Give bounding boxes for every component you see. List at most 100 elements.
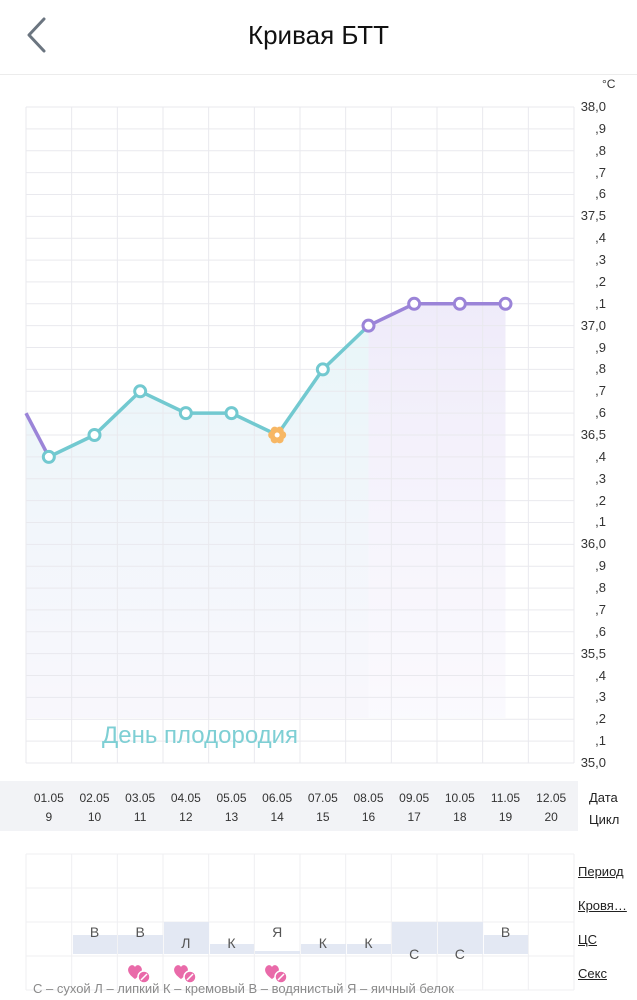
y-tick-label: ,7 [595, 601, 606, 617]
y-tick-label: ,3 [595, 470, 606, 486]
y-tick-label: ,2 [595, 492, 606, 508]
data-point[interactable] [361, 318, 376, 333]
date-label: 08.05 [353, 791, 384, 805]
y-tick-label: ,8 [595, 361, 606, 377]
unit-label: °C [602, 77, 616, 91]
cs-bar[interactable] [118, 934, 163, 954]
heart-pill-icon[interactable] [172, 962, 198, 984]
cs-row-link[interactable]: ЦС [578, 932, 598, 947]
cs-legend: С – сухой Л – липкий К – кремовый В – во… [33, 981, 455, 996]
cs-bar[interactable] [164, 922, 209, 954]
date-label: 01.05 [33, 791, 64, 805]
cycle-day-label: 16 [361, 810, 376, 824]
cs-value: К [227, 935, 236, 951]
y-tick-label: ,4 [595, 230, 606, 246]
date-label: 02.05 [79, 791, 110, 805]
y-tick-label: ,6 [595, 186, 606, 202]
cs-bar[interactable] [209, 944, 255, 954]
bleeding-row-link[interactable]: Кровя… [578, 898, 627, 913]
y-tick-label: ,2 [595, 273, 606, 289]
y-tick-label: ,1 [595, 514, 606, 530]
y-tick-label: ,8 [595, 142, 606, 158]
y-tick-label: ,4 [595, 448, 606, 464]
cycle-day-label: 11 [133, 810, 147, 824]
date-label: 03.05 [125, 791, 156, 805]
y-tick-label: 35,5 [580, 645, 606, 661]
date-axis: 01.05 9 02.05 10 03.05 11 04.05 12 05.05 13 06.05 1… [0, 781, 578, 831]
cs-value: Л [181, 935, 191, 951]
y-tick-label: ,6 [595, 623, 606, 639]
date-label: 05.05 [216, 791, 247, 805]
date-label: 04.05 [170, 791, 201, 805]
heart-pill-icon[interactable] [263, 962, 289, 984]
cs-value: В [135, 924, 145, 940]
tracker-grid [25, 853, 575, 991]
y-tick-label: ,7 [595, 383, 606, 399]
y-tick-label: ,9 [595, 558, 606, 574]
data-point[interactable] [178, 406, 193, 421]
date-label: 07.05 [307, 791, 338, 805]
cycle-day-label: 12 [179, 810, 193, 824]
cycle-day-label: 17 [407, 810, 421, 824]
cycle-day-label: 10 [87, 810, 102, 824]
y-tick-label: 37,5 [580, 208, 606, 224]
data-point[interactable] [41, 449, 56, 464]
y-tick-label: ,3 [595, 252, 606, 268]
cs-value: В [500, 924, 511, 940]
cs-bar[interactable] [438, 922, 483, 954]
cycle-day-label: 14 [270, 810, 284, 824]
chevron-left-icon [27, 17, 46, 53]
data-point[interactable] [133, 384, 148, 399]
data-point[interactable] [452, 296, 467, 311]
cs-bar[interactable] [301, 944, 346, 954]
cycle-day-label: 15 [316, 810, 330, 824]
data-point[interactable] [498, 296, 513, 311]
cs-bar[interactable] [392, 922, 437, 954]
cs-value: С [454, 946, 465, 962]
y-tick-label: ,6 [595, 405, 606, 421]
y-tick-label: ,2 [595, 711, 606, 727]
date-label: 06.05 [262, 791, 293, 805]
y-tick-label: ,1 [595, 733, 606, 749]
y-tick-label: 36,5 [580, 427, 606, 442]
y-tick-label: ,3 [595, 689, 606, 705]
cycle-day-label: 20 [544, 810, 558, 824]
y-tick-label: ,7 [595, 164, 606, 180]
cycle-day-label: 9 [45, 810, 53, 824]
y-tick-label: ,9 [595, 120, 606, 136]
data-point[interactable] [315, 362, 330, 377]
cs-value: С [409, 946, 420, 962]
bbt-chart[interactable] [0, 74, 637, 774]
cs-value: К [364, 935, 373, 951]
y-tick-label: 37,0 [580, 317, 606, 333]
page-title: Кривая БТТ [247, 20, 390, 50]
sex-row-link[interactable]: Секс [578, 966, 607, 981]
cs-bar[interactable] [483, 934, 529, 954]
data-point[interactable] [87, 428, 102, 442]
ovulation-flower-icon[interactable] [268, 426, 287, 444]
period-row-link[interactable]: Период [578, 864, 624, 879]
date-row-label: Дата [589, 790, 618, 805]
y-tick-label: ,8 [595, 580, 606, 596]
date-label: 11.05 [490, 791, 521, 805]
cs-bar[interactable] [72, 934, 118, 954]
cs-value: К [318, 935, 327, 951]
cs-bar[interactable] [255, 950, 300, 954]
cycle-day-label: 18 [453, 810, 467, 824]
y-tick-label: 35,0 [580, 755, 606, 770]
y-tick-label: 38,0 [580, 99, 606, 114]
date-label: 12.05 [536, 791, 567, 805]
back-button[interactable] [20, 14, 60, 58]
date-label: 10.05 [444, 791, 475, 805]
cycle-row-label: Цикл [589, 812, 620, 827]
y-tick-label: ,9 [595, 339, 606, 355]
cycle-day-label: 13 [224, 810, 239, 824]
data-point[interactable] [407, 296, 422, 311]
date-label: 09.05 [399, 791, 430, 805]
header-bar: Кривая БТТ [0, 0, 637, 75]
data-point[interactable] [224, 406, 239, 421]
cs-value: Я [272, 924, 283, 940]
y-tick-label: ,4 [595, 667, 606, 683]
heart-pill-icon[interactable] [126, 962, 152, 984]
cs-bar[interactable] [346, 944, 392, 954]
